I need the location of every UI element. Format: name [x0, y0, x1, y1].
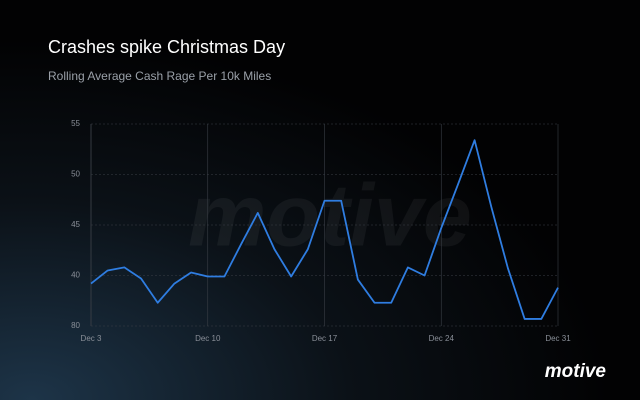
x-tick-label: Dec 31	[545, 334, 571, 343]
x-tick-label: Dec 24	[429, 334, 455, 343]
chart-title: Crashes spike Christmas Day	[48, 37, 285, 57]
x-tick-label: Dec 3	[81, 334, 102, 343]
y-tick-label: 80	[71, 321, 80, 330]
logo: motive	[545, 361, 607, 382]
y-tick-label: 45	[71, 220, 80, 229]
watermark: motive	[188, 165, 472, 264]
chart-subtitle: Rolling Average Cash Rage Per 10k Miles	[48, 69, 271, 83]
y-tick-label: 40	[71, 271, 80, 280]
y-tick-label: 50	[71, 170, 80, 179]
x-tick-label: Dec 10	[195, 334, 221, 343]
data-line	[90, 139, 559, 320]
x-tick-label: Dec 17	[312, 334, 338, 343]
y-tick-label: 55	[71, 119, 80, 128]
